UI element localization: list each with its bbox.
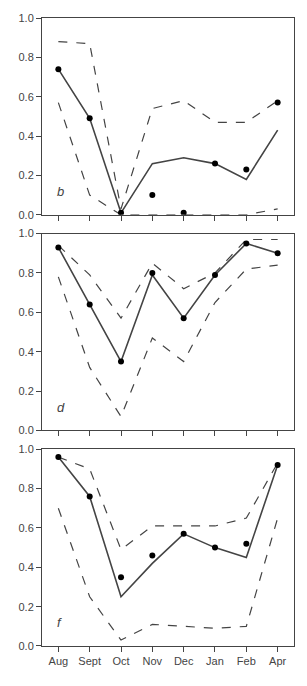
svg-text:Jan: Jan xyxy=(206,655,224,667)
svg-text:0.8: 0.8 xyxy=(19,267,34,279)
svg-text:Apr: Apr xyxy=(269,655,286,667)
svg-text:0.6: 0.6 xyxy=(19,306,34,318)
svg-text:0.0: 0.0 xyxy=(19,209,34,221)
svg-text:0.2: 0.2 xyxy=(19,385,34,397)
svg-text:0.6: 0.6 xyxy=(19,91,34,103)
svg-text:0.0: 0.0 xyxy=(19,424,34,436)
svg-text:0.0: 0.0 xyxy=(19,640,34,652)
svg-text:0.4: 0.4 xyxy=(19,130,34,142)
svg-text:Aug: Aug xyxy=(49,655,69,667)
svg-text:Dec: Dec xyxy=(174,655,194,667)
svg-text:0.8: 0.8 xyxy=(19,51,34,63)
svg-text:Nov: Nov xyxy=(143,655,163,667)
svg-text:0.8: 0.8 xyxy=(19,482,34,494)
svg-text:f: f xyxy=(57,615,62,630)
svg-text:0.2: 0.2 xyxy=(19,169,34,181)
svg-text:0.4: 0.4 xyxy=(19,561,34,573)
svg-text:d: d xyxy=(57,400,65,415)
svg-text:Feb: Feb xyxy=(237,655,256,667)
svg-text:0.6: 0.6 xyxy=(19,522,34,534)
svg-text:Sept: Sept xyxy=(78,655,101,667)
svg-text:Oct: Oct xyxy=(112,655,129,667)
svg-text:1.0: 1.0 xyxy=(19,227,34,239)
svg-text:b: b xyxy=(57,184,64,199)
svg-text:0.2: 0.2 xyxy=(19,600,34,612)
svg-text:1.0: 1.0 xyxy=(19,443,34,455)
svg-text:1.0: 1.0 xyxy=(19,12,34,24)
svg-text:0.4: 0.4 xyxy=(19,346,34,358)
